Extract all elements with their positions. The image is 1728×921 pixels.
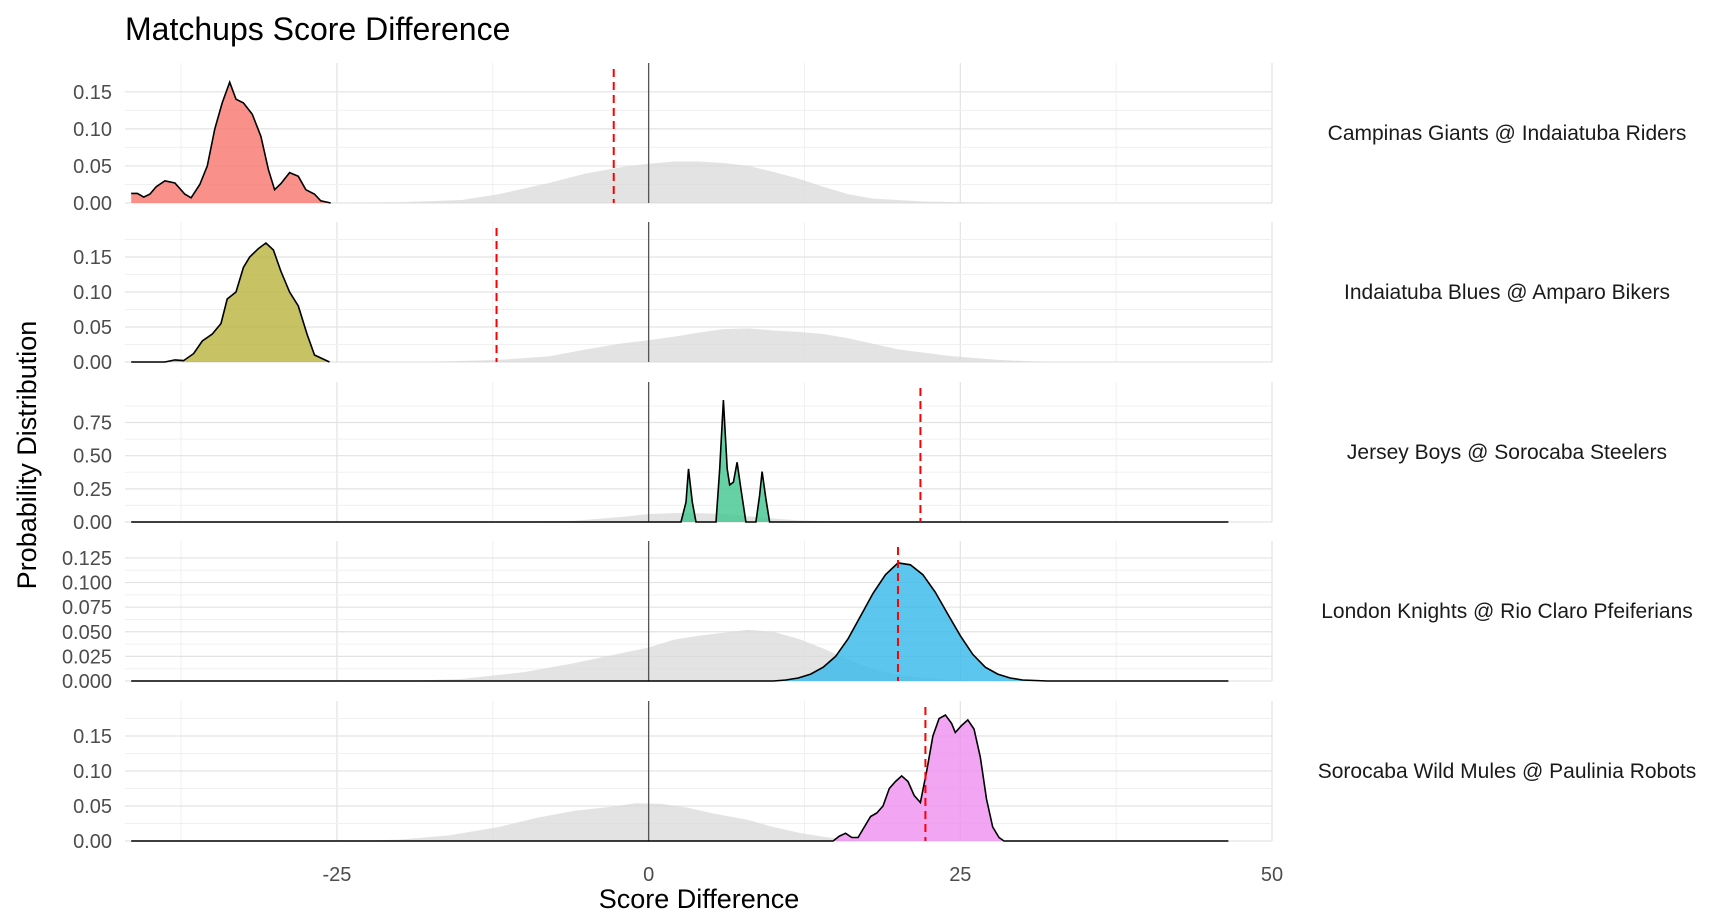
- y-tick-label: 0.25: [73, 479, 112, 501]
- density-outline: [131, 562, 1229, 682]
- panel-1: 0.00 0.05 0.10 0.15 Campinas Giants @ Indaia…: [73, 63, 1686, 215]
- panels-group: 0.00 0.05 0.10 0.15 Campinas Giants @ Indaia…: [62, 63, 1696, 853]
- background-distribution: [131, 512, 1229, 522]
- y-tick-label: 0.75: [73, 413, 112, 435]
- panel-strip-label: Sorocaba Wild Mules @ Paulinia Robots: [1318, 760, 1697, 783]
- density-outline: [131, 399, 1229, 523]
- density-outline: [131, 241, 330, 363]
- y-tick-label: 0.15: [73, 726, 112, 748]
- background-distribution: [131, 629, 1229, 681]
- density-outline: [131, 79, 331, 204]
- background-distribution: [131, 803, 1229, 841]
- x-tick-label: 25: [949, 864, 971, 886]
- density-fill: [131, 562, 1229, 681]
- y-tick-label: 0.10: [73, 282, 112, 304]
- x-tick-label: -25: [322, 864, 351, 886]
- density-fill: [131, 82, 331, 203]
- panel-grid: [125, 382, 1273, 523]
- y-tick-label: 0.00: [73, 512, 112, 534]
- y-tick-label: 0.15: [73, 82, 112, 104]
- y-tick-labels: 0.00 0.05 0.10 0.15: [73, 726, 112, 853]
- panel-2: 0.00 0.05 0.10 0.15 Indaiatuba Blues @ Ampar…: [73, 222, 1670, 374]
- density-fill: [131, 243, 330, 362]
- y-axis-title: Probability Distribution: [12, 321, 42, 590]
- y-tick-label: 0.00: [73, 831, 112, 853]
- background-distribution: [131, 161, 1229, 203]
- y-tick-labels: 0.00 0.05 0.10 0.15: [73, 247, 112, 374]
- x-tick-label: 50: [1261, 864, 1283, 886]
- y-tick-label: 0.10: [73, 119, 112, 141]
- panel-strip-label: Indaiatuba Blues @ Amparo Bikers: [1344, 281, 1670, 304]
- y-tick-label: 0.100: [62, 573, 112, 595]
- y-tick-label: 0.025: [62, 646, 112, 668]
- y-tick-label: 0.15: [73, 247, 112, 269]
- panel-strip-label: London Knights @ Rio Claro Pfeiferians: [1321, 600, 1693, 623]
- y-tick-label: 0.10: [73, 761, 112, 783]
- y-tick-label: 0.000: [62, 671, 112, 693]
- panel-3: 0.00 0.25 0.50 0.75 Jersey Boys @ Sorocaba S…: [73, 382, 1667, 534]
- y-tick-label: 0.50: [73, 446, 112, 468]
- density-fill: [131, 400, 1229, 522]
- x-tick-labels: -25 0 25 50: [322, 864, 1283, 886]
- background-distribution: [131, 328, 1229, 362]
- y-tick-labels: 0.00 0.05 0.10 0.15: [73, 82, 112, 215]
- panel-strip-label: Jersey Boys @ Sorocaba Steelers: [1347, 441, 1667, 464]
- x-tick-label: 0: [643, 864, 654, 886]
- chart-title: Matchups Score Difference: [125, 11, 510, 47]
- y-tick-label: 0.05: [73, 317, 112, 339]
- panel-5: 0.00 0.05 0.10 0.15 Sorocaba Wild Mules @ Pa…: [73, 701, 1696, 853]
- panel-strip-label: Campinas Giants @ Indaiatuba Riders: [1328, 122, 1687, 145]
- y-tick-label: 0.05: [73, 796, 112, 818]
- density-fill: [131, 715, 1229, 841]
- x-axis-title: Score Difference: [599, 884, 800, 914]
- y-tick-label: 0.00: [73, 352, 112, 374]
- y-tick-label: 0.00: [73, 193, 112, 215]
- y-tick-labels: 0.00 0.25 0.50 0.75: [73, 413, 112, 534]
- y-tick-label: 0.050: [62, 622, 112, 644]
- y-tick-label: 0.075: [62, 597, 112, 619]
- y-tick-label: 0.05: [73, 156, 112, 178]
- y-tick-label: 0.125: [62, 548, 112, 570]
- density-outline: [131, 713, 1229, 842]
